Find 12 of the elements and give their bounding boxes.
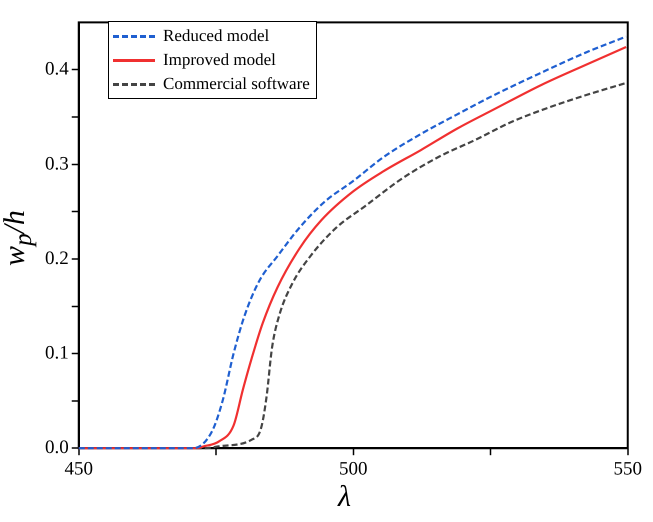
x-tick-label: 500 xyxy=(339,458,368,480)
y-tick-label: 0.4 xyxy=(45,58,70,80)
y-tick-label: 0.2 xyxy=(45,248,69,269)
y-tick-label: 0.1 xyxy=(45,342,69,364)
x-axis-title: λ xyxy=(338,480,351,514)
y-tick-label: 0.3 xyxy=(45,153,69,174)
x-tick-label: 550 xyxy=(614,458,642,480)
legend-label: Reduced model xyxy=(163,25,270,47)
legend-label: Improved model xyxy=(163,49,276,71)
x-tick-label: 450 xyxy=(64,458,93,480)
legend-label: Commercial software xyxy=(163,73,310,95)
y-tick-label: 0.0 xyxy=(45,437,69,458)
